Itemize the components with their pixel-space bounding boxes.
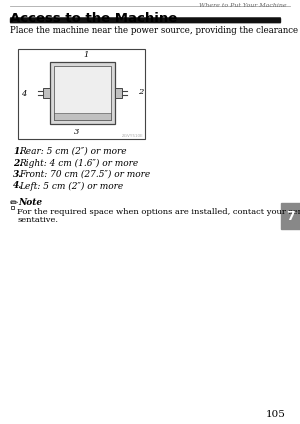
Bar [18, 49, 145, 139]
Text: 1.: 1. [13, 147, 22, 156]
Text: Where to Put Your Machine: Where to Put Your Machine [200, 3, 287, 8]
Text: Place the machine near the power source, providing the clearance areas shown.: Place the machine near the power source,… [10, 26, 300, 35]
Text: Right: 4 cm (1.6″) or more: Right: 4 cm (1.6″) or more [19, 159, 138, 167]
Bar [50, 62, 115, 124]
Text: 4.: 4. [13, 181, 22, 190]
Bar [11, 206, 14, 209]
Text: 1: 1 [84, 51, 89, 59]
Bar [281, 203, 300, 229]
Text: 3: 3 [74, 128, 79, 136]
Bar [43, 88, 50, 98]
Text: Access to the Machine: Access to the Machine [10, 12, 177, 25]
Text: For the required space when options are installed, contact your service repre-: For the required space when options are … [17, 208, 300, 216]
Text: ZGVY510E: ZGVY510E [122, 134, 144, 138]
Bar [54, 66, 111, 120]
Text: ✏: ✏ [10, 198, 18, 208]
Text: 2: 2 [138, 88, 143, 96]
Bar [10, 18, 280, 22]
Text: 4: 4 [21, 90, 26, 98]
Text: Left: 5 cm (2″) or more: Left: 5 cm (2″) or more [19, 181, 123, 191]
Text: 2.: 2. [13, 159, 22, 167]
Text: sentative.: sentative. [17, 216, 58, 224]
Text: Front: 70 cm (27.5″) or more: Front: 70 cm (27.5″) or more [19, 170, 150, 179]
Text: 105: 105 [266, 410, 286, 419]
Text: Note: Note [18, 198, 42, 207]
Bar [54, 113, 111, 120]
Text: Rear: 5 cm (2″) or more: Rear: 5 cm (2″) or more [19, 147, 127, 156]
Text: 3.: 3. [13, 170, 22, 179]
Text: 7: 7 [286, 209, 295, 223]
Bar [115, 88, 122, 98]
